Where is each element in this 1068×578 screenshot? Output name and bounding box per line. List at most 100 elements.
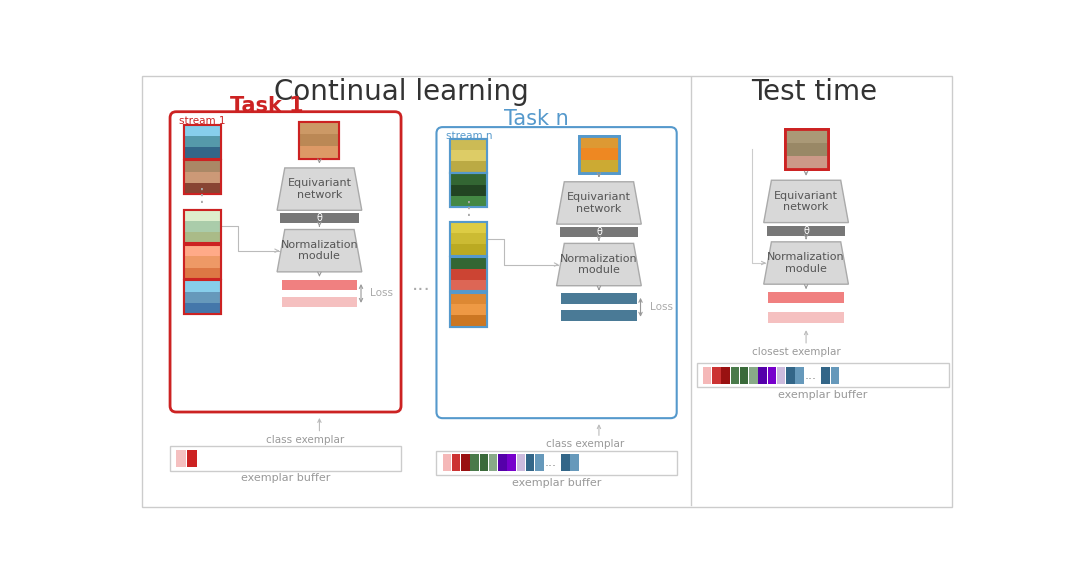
Text: Loss: Loss [371,288,393,298]
Bar [525,454,534,471]
Bar [768,366,776,384]
Bar [451,139,487,150]
Bar [451,173,487,184]
Bar [282,297,357,307]
Text: stream n: stream n [445,131,492,142]
Bar [517,454,525,471]
Bar [776,366,785,384]
Text: Normalization
module: Normalization module [767,252,845,274]
Bar [184,209,221,243]
Text: θ: θ [803,225,808,236]
Bar [451,257,487,269]
Bar [184,160,221,194]
Polygon shape [556,243,641,286]
Bar [740,366,749,384]
Bar [758,366,767,384]
Text: Task n: Task n [504,109,569,129]
Bar [768,312,844,323]
Polygon shape [277,168,362,210]
Bar [451,139,487,173]
Text: θ: θ [596,227,602,237]
Bar [712,366,721,384]
Bar [184,221,221,232]
Bar [451,196,487,207]
Text: stream 1: stream 1 [179,116,225,126]
Bar [280,213,359,223]
Bar [560,227,639,237]
Bar [498,454,506,471]
Text: Test time: Test time [751,79,877,106]
Bar [785,129,828,143]
Text: class exemplar: class exemplar [266,435,345,444]
Bar [184,245,221,279]
Bar [451,244,487,255]
Bar [785,129,828,169]
Bar [184,268,221,279]
Bar [579,136,619,148]
Text: ...: ... [411,276,430,294]
Bar [176,450,186,466]
Bar [451,184,487,196]
Bar [184,136,221,147]
Bar [451,292,487,327]
Bar [451,304,487,315]
Bar [579,136,619,173]
Bar [579,136,619,173]
Text: Task 1: Task 1 [231,95,304,116]
Bar [561,294,637,304]
Bar [451,257,487,291]
Text: class exemplar: class exemplar [546,439,624,449]
Text: Loss: Loss [649,302,673,312]
Bar [703,366,711,384]
Bar [437,450,677,475]
Bar [184,125,221,159]
Polygon shape [764,180,848,223]
Bar [785,156,828,169]
Bar [184,125,221,159]
Bar [470,454,478,471]
Bar [184,183,221,194]
Bar [786,366,795,384]
Bar [451,161,487,173]
Text: ⋮: ⋮ [193,187,211,205]
Bar [299,134,340,146]
Bar [696,363,949,387]
Bar [184,232,221,243]
Text: ...: ... [545,456,556,469]
Bar [452,454,460,471]
Bar [796,366,804,384]
Bar [184,160,221,194]
Text: Equivariant
network: Equivariant network [774,191,838,212]
Bar [184,245,221,256]
Bar [451,233,487,244]
Bar [561,454,569,471]
Polygon shape [556,181,641,224]
FancyBboxPatch shape [437,127,677,418]
Text: Normalization
module: Normalization module [281,240,358,261]
Bar [451,222,487,255]
Bar [480,454,488,471]
Bar [451,292,487,304]
Bar [184,280,221,292]
Bar [461,454,470,471]
Bar [731,366,739,384]
FancyBboxPatch shape [170,112,402,412]
Bar [184,292,221,303]
Bar [579,160,619,173]
Bar [451,222,487,233]
Bar [768,292,844,303]
Text: exemplar buffer: exemplar buffer [241,473,330,483]
Bar [184,209,221,243]
Text: Continual learning: Continual learning [274,79,530,106]
Bar [451,222,487,255]
Bar [451,315,487,327]
Text: exemplar buffer: exemplar buffer [779,390,867,400]
Text: Equivariant
network: Equivariant network [567,192,631,214]
Bar [184,172,221,183]
Bar [282,280,357,290]
Bar [184,147,221,159]
Bar [785,143,828,156]
Bar [184,256,221,268]
Bar [184,280,221,314]
Bar [721,366,729,384]
